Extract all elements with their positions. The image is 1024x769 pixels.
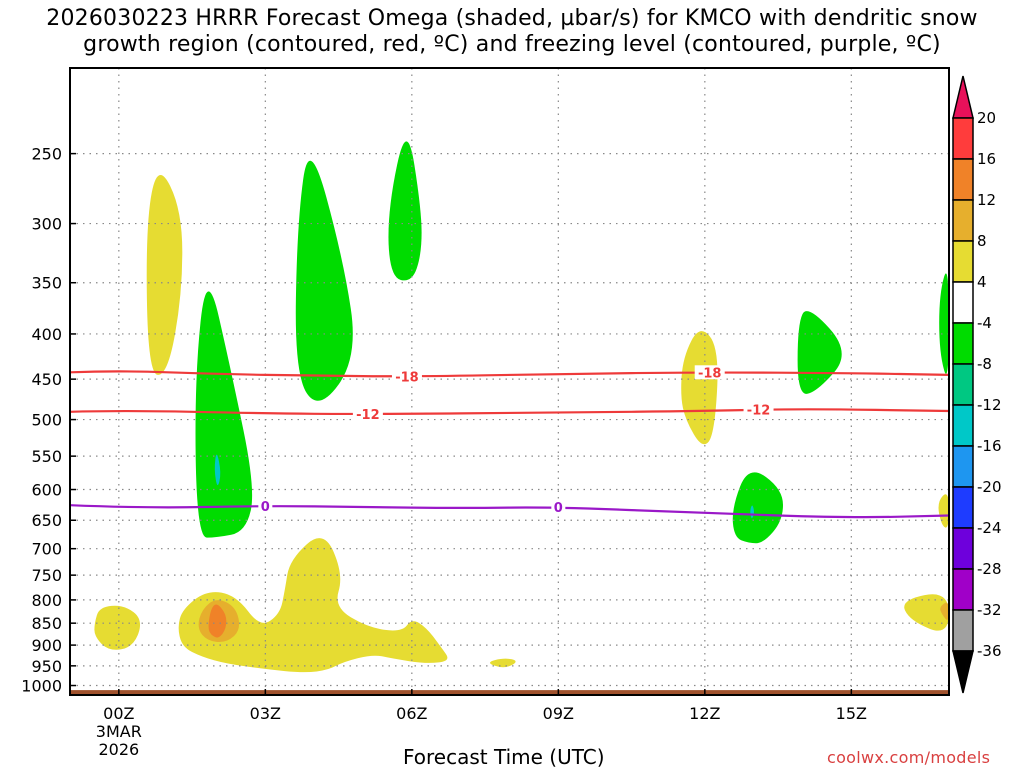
date-label-0: 3MAR <box>96 722 142 741</box>
freezing-level-label-0: 0 <box>261 500 270 515</box>
freezing-level-label-bg-1 <box>551 500 566 515</box>
dendritic-growth-bottom-label-1: -12 <box>747 404 771 419</box>
colorbar-label-9: -20 <box>977 478 1002 496</box>
omega-region-14 <box>490 658 516 668</box>
colorbar-label-2: 12 <box>977 191 996 209</box>
colorbar-label-13: -36 <box>977 642 1002 660</box>
freezing-level-label-1: 0 <box>554 501 563 516</box>
omega-region-6 <box>797 311 842 394</box>
omega-region-5 <box>681 331 718 445</box>
x-tick-label-12Z: 12Z <box>689 704 720 723</box>
colorbar-box-2 <box>952 158 974 201</box>
dendritic-growth-top-line <box>70 370 949 378</box>
omega-region-1 <box>195 291 253 538</box>
colorbar-box-5 <box>952 281 974 324</box>
x-axis-title: Forecast Time (UTC) <box>403 745 605 769</box>
y-tick-label-500: 500 <box>31 411 62 430</box>
colorbar-label-5: -4 <box>977 314 992 332</box>
omega-region-17 <box>940 602 949 620</box>
y-tick-label-900: 900 <box>31 636 62 655</box>
y-tick-label-400: 400 <box>31 325 62 344</box>
colorbar-box-8 <box>952 404 974 447</box>
y-tick-label-750: 750 <box>31 566 62 585</box>
colorbar-label-6: -8 <box>977 355 992 373</box>
x-tick-label-09Z: 09Z <box>543 704 574 723</box>
dendritic-growth-bottom-label-bg-0 <box>352 407 383 422</box>
colorbar-box-10 <box>952 486 974 529</box>
y-tick-label-300: 300 <box>31 215 62 234</box>
colorbar-label-0: 20 <box>977 109 996 127</box>
y-tick-label-800: 800 <box>31 591 62 610</box>
omega-region-9 <box>939 273 949 374</box>
y-tick-label-250: 250 <box>31 145 62 164</box>
freezing-level-line <box>70 504 949 519</box>
y-tick-label-650: 650 <box>31 511 62 530</box>
colorbar-box-12 <box>952 568 974 611</box>
dendritic-growth-top-label-1: -18 <box>698 366 722 381</box>
x-tick-label-03Z: 03Z <box>250 704 281 723</box>
y-tick-label-450: 450 <box>31 370 62 389</box>
y-tick-label-950: 950 <box>31 657 62 676</box>
omega-region-16 <box>938 494 949 528</box>
omega-region-2 <box>214 454 221 486</box>
colorbar-label-10: -24 <box>977 519 1002 537</box>
colorbar-top-arrow <box>952 75 974 119</box>
colorbar-box-4 <box>952 240 974 283</box>
colorbar-label-11: -28 <box>977 560 1002 578</box>
y-tick-label-1000: 1000 <box>21 677 62 696</box>
omega-region-15 <box>904 594 949 631</box>
colorbar-box-1 <box>952 117 974 160</box>
omega-region-13 <box>208 604 227 638</box>
dendritic-growth-bottom-label-bg-1 <box>743 402 774 417</box>
omega-region-10 <box>94 605 141 650</box>
colorbar-label-7: -12 <box>977 396 1002 414</box>
dendritic-growth-bottom-label-0: -12 <box>356 408 380 423</box>
credit-link[interactable]: coolwx.com/models <box>827 748 991 767</box>
colorbar-box-6 <box>952 322 974 365</box>
colorbar-label-3: 8 <box>977 232 987 250</box>
colorbar-bottom-arrow <box>952 650 974 694</box>
colorbar-box-13 <box>952 609 974 652</box>
y-tick-label-700: 700 <box>31 540 62 559</box>
x-tick-label-06Z: 06Z <box>396 704 427 723</box>
y-tick-label-550: 550 <box>31 447 62 466</box>
plot-frame <box>69 67 950 696</box>
colorbar-box-11 <box>952 527 974 570</box>
colorbar-label-8: -16 <box>977 437 1002 455</box>
date-label-1: 2026 <box>98 740 139 759</box>
omega-region-4 <box>388 141 422 281</box>
x-tick-label-00Z: 00Z <box>103 704 134 723</box>
x-tick-label-15Z: 15Z <box>836 704 867 723</box>
omega-region-7 <box>732 472 783 544</box>
omega-region-11 <box>178 538 448 673</box>
dendritic-growth-top-label-bg-0 <box>391 369 422 384</box>
chart-title-line-2: growth region (contoured, red, ºC) and f… <box>83 32 941 57</box>
y-tick-label-600: 600 <box>31 481 62 500</box>
dendritic-growth-top-label-0: -18 <box>395 371 419 386</box>
colorbar-label-1: 16 <box>977 150 996 168</box>
dendritic-growth-top-label-bg-1 <box>694 365 725 380</box>
y-tick-label-350: 350 <box>31 274 62 293</box>
colorbar-box-7 <box>952 363 974 406</box>
omega-region-0 <box>146 174 183 375</box>
y-tick-label-850: 850 <box>31 614 62 633</box>
colorbar-box-3 <box>952 199 974 242</box>
colorbar-label-12: -32 <box>977 601 1002 619</box>
chart-title-line-1: 2026030223 HRRR Forecast Omega (shaded, … <box>46 6 978 31</box>
omega-region-3 <box>295 160 353 401</box>
ground-surface <box>70 690 949 695</box>
colorbar-box-9 <box>952 445 974 488</box>
freezing-level-label-bg-0 <box>258 498 273 513</box>
colorbar-label-4: 4 <box>977 273 987 291</box>
